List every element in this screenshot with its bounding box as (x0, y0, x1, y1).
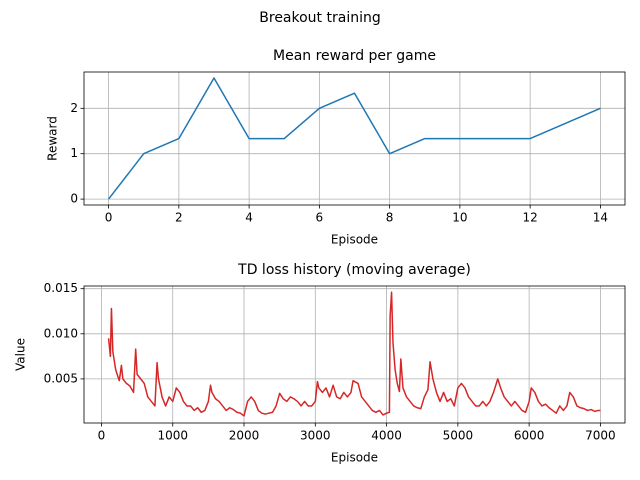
x-tick-label: 2000 (229, 429, 260, 443)
x-tick-label: 12 (523, 211, 538, 225)
x-tick-label: 0 (98, 429, 106, 443)
figure-title: Breakout training (259, 10, 380, 26)
y-tick-label: 1 (70, 146, 78, 160)
plot-area (84, 72, 625, 205)
data-line (107, 77, 601, 200)
y-tick-label: 0.005 (44, 371, 78, 385)
y-tick-label: 0 (70, 192, 78, 206)
plot-area (84, 286, 625, 423)
y-tick-label: 2 (70, 101, 78, 115)
data-line (107, 291, 601, 417)
axes-frame (83, 285, 626, 424)
y-axis-label: Value (14, 338, 28, 371)
x-tick-label: 10 (452, 211, 467, 225)
axes-frame (83, 71, 626, 206)
axes-title: TD loss history (moving average) (237, 262, 471, 278)
x-tick-label: 4 (245, 211, 253, 225)
x-tick-label: 1000 (157, 429, 188, 443)
x-tick-label: 7000 (585, 429, 616, 443)
x-tick-label: 3000 (300, 429, 331, 443)
x-tick-label: 5000 (443, 429, 474, 443)
y-tick-label: 0.015 (44, 281, 78, 295)
y-axis-label: Reward (46, 116, 60, 161)
x-tick-label: 0 (105, 211, 113, 225)
x-axis-label: Episode (331, 233, 378, 247)
x-tick-label: 2 (175, 211, 183, 225)
axes-title: Mean reward per game (273, 48, 436, 64)
x-axis-label: Episode (331, 451, 378, 465)
y-tick-label: 0.010 (44, 326, 78, 340)
x-tick-label: 6000 (514, 429, 545, 443)
x-tick-label: 8 (386, 211, 394, 225)
x-tick-label: 14 (593, 211, 608, 225)
x-tick-label: 4000 (371, 429, 402, 443)
x-tick-label: 6 (316, 211, 324, 225)
